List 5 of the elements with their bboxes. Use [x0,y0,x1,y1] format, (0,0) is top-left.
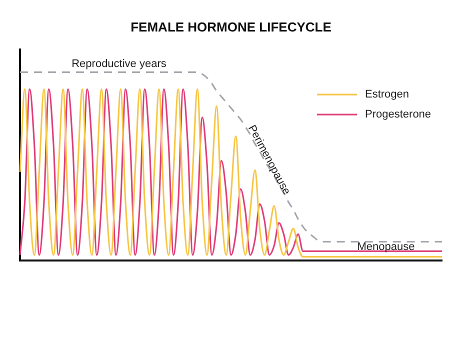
legend-label: Estrogen [365,88,410,101]
chart-title: FEMALE HORMONE LIFECYCLE [130,19,332,34]
legend-label: Progesterone [365,108,432,121]
annotation: Menopause [357,241,415,254]
text: Reproductive years [72,58,167,70]
